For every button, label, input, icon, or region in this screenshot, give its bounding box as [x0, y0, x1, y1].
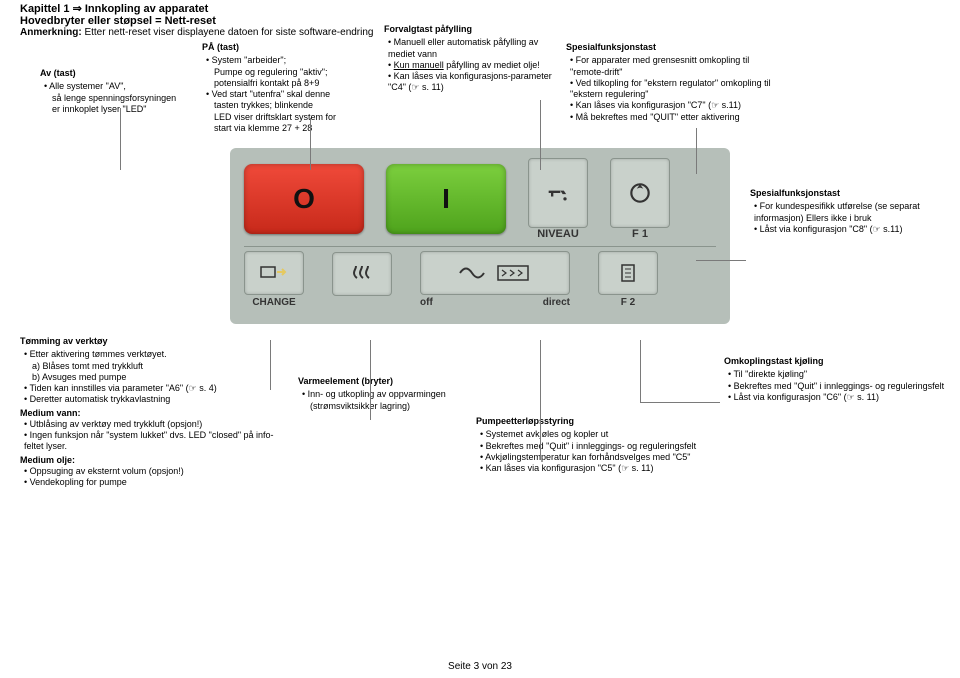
av-line: Alle systemer "AV", så lenge spenningsfo… [44, 81, 190, 115]
pa-line-2: Ved start "utenfra" skal denne tasten tr… [206, 89, 372, 134]
lead-line [540, 340, 541, 460]
pumpe-l3: Kan låses via konfigurasjon "C5" (☞ s. 1… [480, 463, 706, 474]
change-label: CHANGE [252, 297, 295, 308]
f1-button[interactable] [610, 158, 670, 228]
omkop-title: Omkoplingstast kjøling [724, 356, 954, 367]
f1-icon [627, 180, 653, 206]
off-label: O [293, 183, 315, 215]
tomming-l3: Utblåsing av verktøy med trykkluft (opsj… [24, 419, 280, 430]
change-icon [259, 261, 289, 285]
spesial2-l1: For kundespesifikk utførelse (se separat… [754, 201, 940, 224]
cooling-button[interactable] [420, 251, 570, 295]
tomming-l5: Oppsuging av eksternt volum (opsjon!) [24, 466, 280, 477]
av-title: Av (tast) [40, 68, 190, 79]
control-panel: O I NIVEAU F 1 [230, 148, 730, 324]
f2-label: F 2 [621, 297, 635, 308]
chapter-title: Kapittel 1 ⇒ Innkopling av apparatet [20, 2, 940, 15]
direct-sublabel: direct [543, 297, 570, 308]
f2-icon [616, 261, 640, 285]
lead-line [640, 340, 641, 402]
lead-line [540, 100, 541, 170]
pa-block: PÅ (tast) System "arbeider"; Pumpe og re… [202, 42, 372, 134]
varme-l0: Inn- og utkopling av oppvarmingen (strøm… [302, 389, 458, 412]
lead-line [120, 108, 121, 170]
pa-line-1: System "arbeider"; Pumpe og regulering "… [206, 55, 372, 89]
on-button[interactable]: I [386, 164, 506, 234]
change-button[interactable] [244, 251, 304, 295]
varme-title: Varmeelement (bryter) [298, 376, 458, 387]
omkop-l0: Til "direkte kjøling" [728, 369, 954, 380]
lead-line [370, 340, 371, 420]
lead-line [696, 260, 746, 261]
spesial1-l4: Må bekreftes med "QUIT" etter aktivering [570, 112, 776, 123]
forvalg-line-1: Manuell eller automatisk påfylling av me… [388, 37, 554, 60]
pumpe-block: Pumpeetterløpsstyring Systemet avkjøles … [476, 416, 706, 474]
omkop-l1: Bekreftes med "Quit" i innleggings- og r… [728, 381, 954, 392]
forvalg-title: Forvalgtast påfylling [384, 24, 554, 35]
off-sublabel: off [420, 297, 433, 308]
f1-label: F 1 [632, 228, 648, 240]
lead-line [696, 128, 697, 174]
tomming-mv: Medium vann: [20, 408, 280, 419]
niveau-button[interactable] [528, 158, 588, 228]
lead-line [270, 340, 271, 390]
forvalg-block: Forvalgtast påfylling Manuell eller auto… [384, 24, 554, 94]
tomming-block: Tømming av verktøy Etter aktivering tømm… [20, 336, 280, 488]
pumpe-l1: Bekreftes med "Quit" i innleggings- og r… [480, 441, 706, 452]
omkop-block: Omkoplingstast kjøling Til "direkte kjøl… [724, 356, 954, 403]
spesial2-title: Spesialfunksjonstast [750, 188, 940, 199]
tomming-l4: Ingen funksjon når "system lukket" dvs. … [24, 430, 280, 453]
tomming-l0: Etter aktivering tømmes verktøyet. a) Bl… [24, 349, 280, 383]
av-block: Av (tast) Alle systemer "AV", så lenge s… [40, 68, 190, 115]
tomming-mo: Medium olje: [20, 455, 280, 466]
tomming-l1: Tiden kan innstilles via parameter "A6" … [24, 383, 280, 394]
forvalg-line-3: Kan låses via konfigurasjons-parameter "… [388, 71, 554, 94]
page-footer: Seite 3 von 23 [0, 661, 960, 672]
lead-line [640, 402, 720, 403]
pumpe-title: Pumpeetterløpsstyring [476, 416, 706, 427]
niveau-label: NIVEAU [537, 228, 579, 240]
omkop-l2: Låst via konfigurasjon "C6" (☞ s. 11) [728, 392, 954, 403]
f2-button[interactable] [598, 251, 658, 295]
pa-title: PÅ (tast) [202, 42, 372, 53]
tomming-l2: Deretter automatisk trykkavlastning [24, 394, 280, 405]
heat-button[interactable] [332, 252, 392, 296]
cooling-icon [450, 258, 540, 288]
forvalg-line-2: Kun manuell påfylling av mediet olje! [388, 60, 554, 71]
tomming-l6: Vendekopling for pumpe [24, 477, 280, 488]
tap-icon [544, 179, 572, 207]
spesial2-l2: Låst via konfigurasjon "C8" (☞ s.11) [754, 224, 940, 235]
lead-line [310, 118, 311, 170]
tomming-title: Tømming av verktøy [20, 336, 280, 347]
off-button[interactable]: O [244, 164, 364, 234]
spesial1-title: Spesialfunksjonstast [566, 42, 776, 53]
on-label: I [442, 183, 450, 215]
spesial2-block: Spesialfunksjonstast For kundespesifikk … [750, 188, 940, 235]
pumpe-l0: Systemet avkjøles og kopler ut [480, 429, 706, 440]
spesial1-l1: For apparater med grensesnitt omkopling … [570, 55, 776, 78]
note-text: Etter nett-reset viser displayene datoen… [84, 27, 373, 38]
spesial1-l3: Kan låses via konfigurasjon "C7" (☞ s.11… [570, 100, 776, 111]
note-label: Anmerkning: [20, 27, 82, 38]
varme-block: Varmeelement (bryter) Inn- og utkopling … [298, 376, 458, 412]
spesial1-l2: Ved tilkopling for "ekstern regulator" o… [570, 78, 776, 101]
pumpe-l2: Avkjølingstemperatur kan forhåndsvelges … [480, 452, 706, 463]
spesial1-block: Spesialfunksjonstast For apparater med g… [566, 42, 776, 123]
heat-icon [350, 262, 374, 286]
